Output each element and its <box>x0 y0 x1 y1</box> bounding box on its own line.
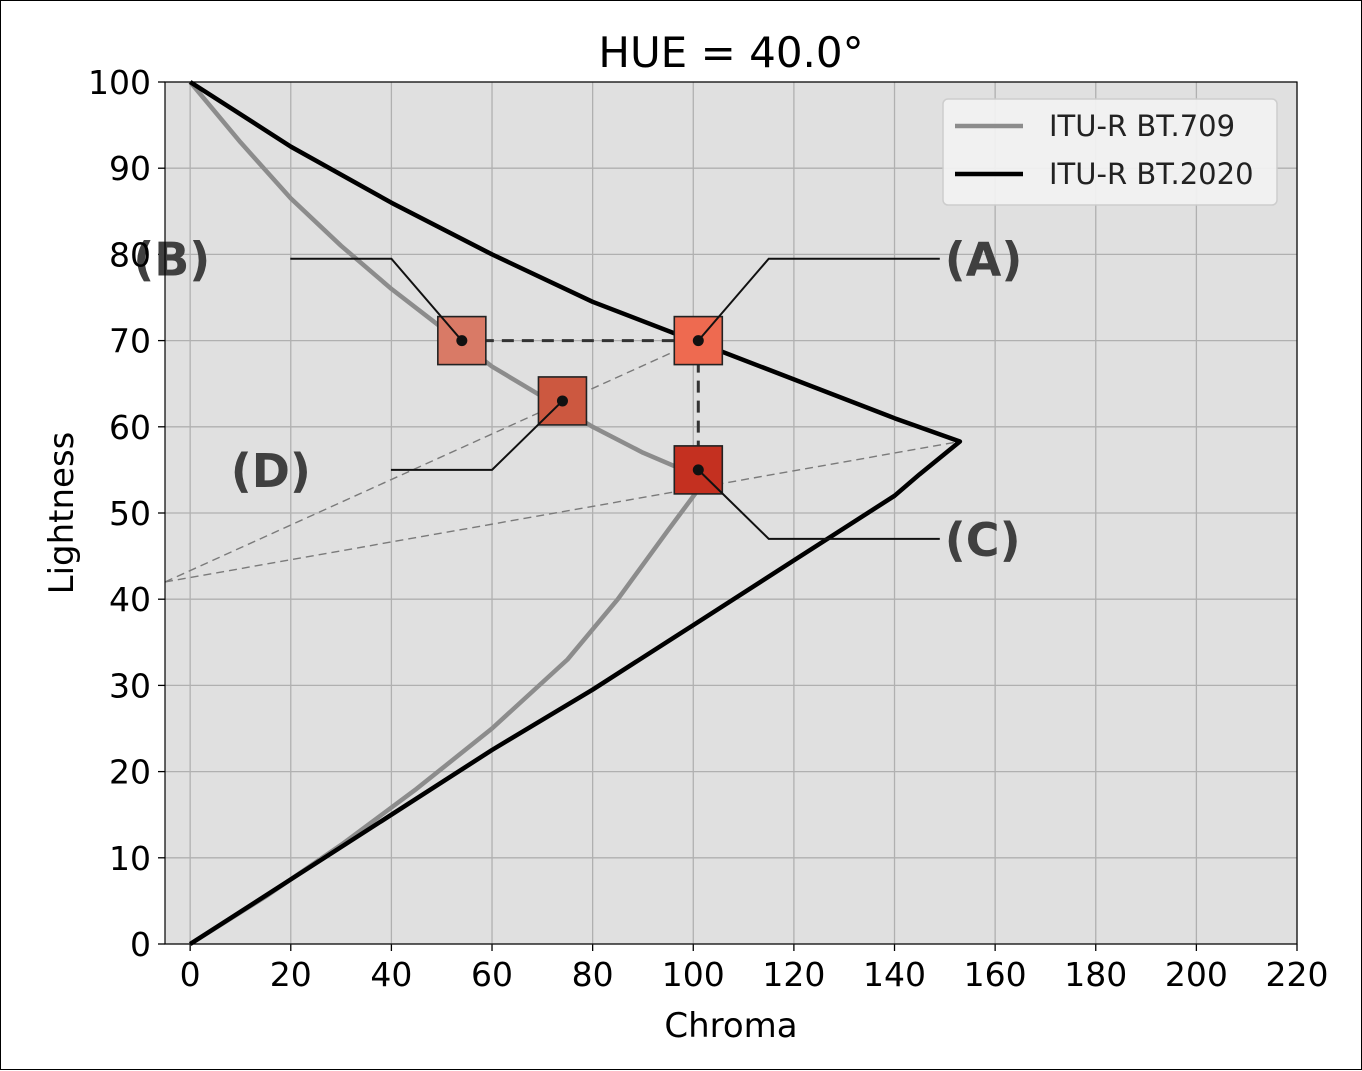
y-tick-label: 30 <box>109 666 151 705</box>
annotation-connector <box>697 469 940 540</box>
x-tick-label: 80 <box>572 955 614 994</box>
annotation-label: (D) <box>231 444 311 498</box>
annotation-connector <box>697 257 940 342</box>
x-tick-label: 200 <box>1165 955 1228 994</box>
x-tick-label: 220 <box>1266 955 1329 994</box>
annotation-connector <box>290 257 463 342</box>
legend-entry: ITU-R BT.709 <box>1049 109 1235 143</box>
annotation-label: (C) <box>945 513 1021 567</box>
y-tick-label: 10 <box>109 839 151 878</box>
annotation-label: (A) <box>945 233 1023 287</box>
x-tick-label: 140 <box>863 955 926 994</box>
thin-dashed-guide <box>164 339 699 583</box>
y-tick-label: 0 <box>130 925 151 964</box>
x-tick-label: 60 <box>471 955 513 994</box>
chart-title: HUE = 40.0° <box>598 28 863 77</box>
x-tick-labels: 0 20 40 60 80 100 120 140 160 180 200 220 <box>180 955 1329 994</box>
y-tick-label: 40 <box>109 580 151 619</box>
legend: ITU-R BT.709 ITU-R BT.2020 <box>942 98 1278 206</box>
y-tick-label: 100 <box>88 63 151 102</box>
annotation-label: (B) <box>133 233 210 287</box>
y-tick-label: 50 <box>109 494 151 533</box>
x-tick-label: 160 <box>964 955 1027 994</box>
x-tick-label: 20 <box>270 955 312 994</box>
y-axis-label: Lightness <box>42 432 82 595</box>
x-tick-label: 180 <box>1064 955 1127 994</box>
x-tick-label: 120 <box>762 955 825 994</box>
legend-entry: ITU-R BT.2020 <box>1049 157 1254 191</box>
series-lines <box>188 80 963 946</box>
legend-box <box>942 98 1278 206</box>
y-tick-label: 60 <box>109 408 151 447</box>
y-tick-label: 80 <box>109 235 151 274</box>
x-tick-label: 0 <box>180 955 201 994</box>
y-tick-label: 20 <box>109 753 151 792</box>
marker-square <box>437 315 487 366</box>
x-tick-label: 100 <box>662 955 725 994</box>
x-tick-label: 40 <box>370 955 412 994</box>
annotation-connector <box>390 400 564 471</box>
series-line-bt2020 <box>188 80 963 946</box>
x-axis-label: Chroma <box>664 1006 797 1046</box>
y-tick-labels: 0 10 20 30 40 50 60 70 80 90 100 <box>88 63 151 964</box>
y-tick-label: 90 <box>109 149 151 188</box>
annotations: (A) (B) (C) (D) <box>133 233 1022 567</box>
series-line-bt709 <box>188 80 706 946</box>
plot-border <box>164 81 1298 945</box>
thin-dashed-guide <box>164 440 961 583</box>
y-tick-label: 70 <box>109 322 151 361</box>
